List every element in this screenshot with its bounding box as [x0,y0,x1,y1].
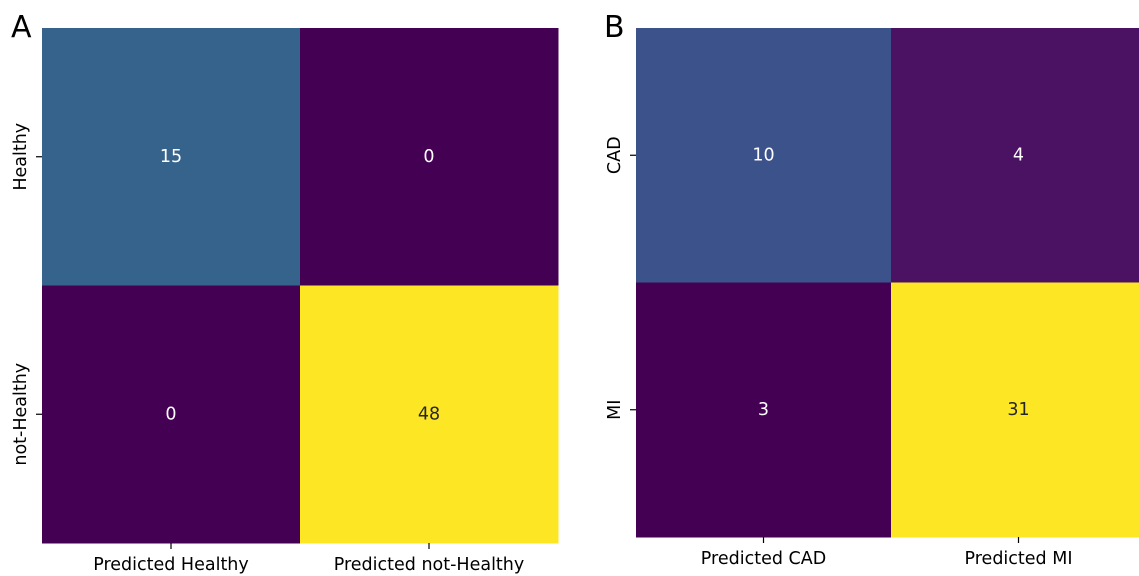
panel-a-y-tick-label-0: Healthy [11,123,31,191]
panel-a-cell-r0-c0 [42,28,301,286]
panel-b-cell-r0-c1 [891,28,1139,283]
panel-b-cell-r1-c0 [636,282,892,538]
panel-a-y-tick-label-1: not-Healthy [11,363,31,466]
panel-a-cell-value-r1-c0: 0 [165,404,176,424]
panel-a-cell-r1-c1 [300,285,559,544]
panel-b-heatmap: 10 4 3 31 Predicted CAD Predicted MI CAD MI B [604,10,1139,569]
panel-b-cell-value-r0-c1: 4 [1013,145,1024,165]
panel-b-x-tick-label-1: Predicted MI [965,549,1073,569]
panel-b-x-tick-label-0: Predicted CAD [701,549,826,569]
panel-a-cell-r1-c0 [42,285,301,544]
panel-b-cell-value-r1-c1: 31 [1007,400,1029,420]
panel-a-heatmap: 15 0 0 48 Predicted Healthy Predicted not-Hea… [11,10,559,575]
panel-a-cell-value-r0-c0: 15 [160,147,182,167]
panel-b-cell-value-r1-c0: 3 [758,400,769,420]
panel-b-y-tick-label-1: MI [605,400,625,420]
panel-a-cell-value-r0-c1: 0 [423,147,434,167]
panel-b-y-tick-label-0: CAD [605,136,625,174]
panel-a-cell-r0-c1 [300,28,559,286]
panel-a-letter: A [11,10,32,45]
panel-b-cell-value-r0-c0: 10 [752,145,774,165]
panel-b-cell-r1-c1 [891,282,1139,538]
panel-a-x-tick-label-1: Predicted not-Healthy [334,555,525,575]
panel-b-letter: B [604,10,625,45]
panel-a-cell-value-r1-c1: 48 [418,404,440,424]
panel-a-x-tick-label-0: Predicted Healthy [93,555,249,575]
panel-b-cell-r0-c0 [636,28,892,283]
